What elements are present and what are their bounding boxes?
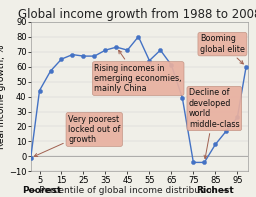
Text: Poorest: Poorest xyxy=(22,186,61,195)
Text: Booming
global elite: Booming global elite xyxy=(200,34,245,64)
Text: Very poorest
locked out of
growth: Very poorest locked out of growth xyxy=(34,115,121,156)
Text: Rising incomes in
emerging economies,
mainly China: Rising incomes in emerging economies, ma… xyxy=(94,50,182,93)
Text: Richest: Richest xyxy=(197,186,234,195)
Y-axis label: Real income growth, %: Real income growth, % xyxy=(0,44,6,149)
Title: Global income growth from 1988 to 2008: Global income growth from 1988 to 2008 xyxy=(18,7,256,20)
Text: Decline of
developed
world
middle-class: Decline of developed world middle-class xyxy=(189,88,240,159)
Text: ← Percentile of global income distribution →: ← Percentile of global income distributi… xyxy=(26,186,230,195)
